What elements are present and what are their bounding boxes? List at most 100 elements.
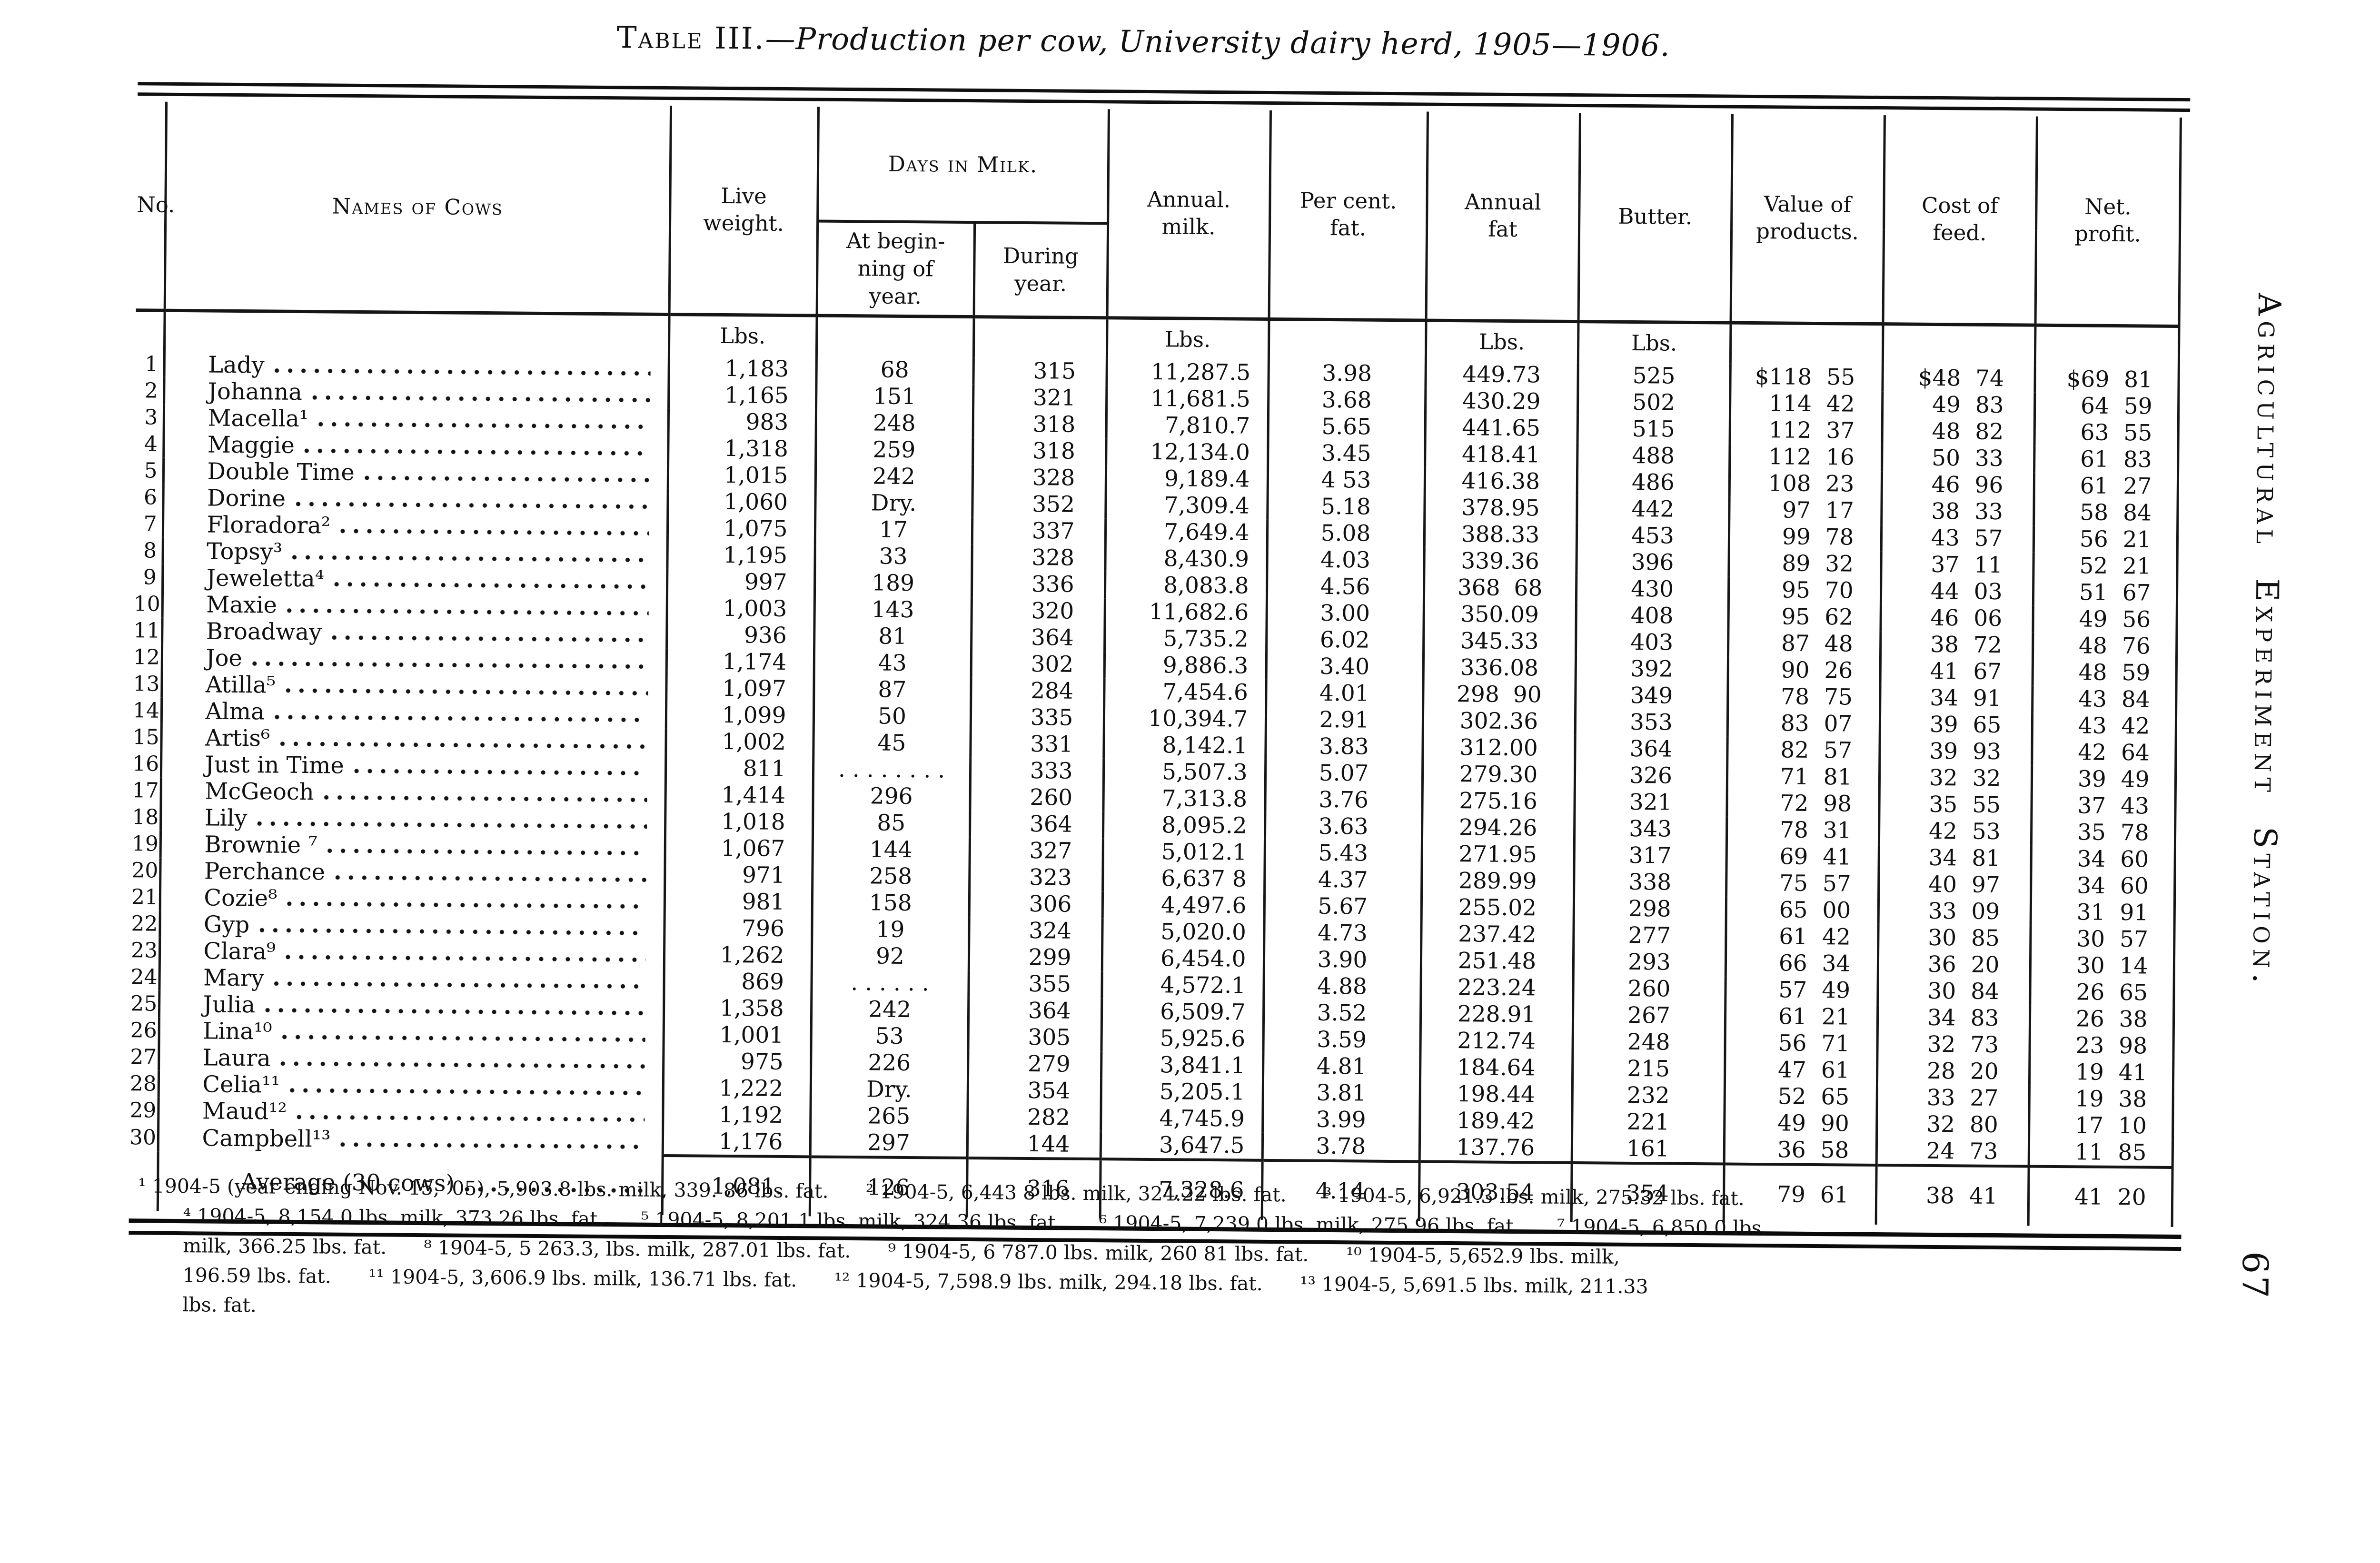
cell-name: Maggie <box>163 431 668 462</box>
cell-butter: 430 <box>1576 575 1729 603</box>
cow-name: Jeweletta⁴ <box>206 564 325 592</box>
dot-leader <box>291 554 649 564</box>
cell-pct: 6.02 <box>1266 626 1424 654</box>
cell-live: 1,192 <box>663 1101 811 1129</box>
cell-pct: 3.81 <box>1262 1079 1420 1108</box>
cell-name: Brownie ⁷ <box>160 831 665 861</box>
cell-during: 324 <box>969 917 1102 945</box>
cell-no: 19 <box>131 830 161 858</box>
cell-pct: 4.01 <box>1266 679 1423 708</box>
cell-during: 318 <box>972 437 1106 465</box>
cow-name: Cozie⁸ <box>204 884 278 912</box>
unit-live-weight: Lbs. <box>668 314 817 356</box>
cow-name: Perchance <box>204 857 326 885</box>
header-names: Names of Cows <box>164 101 671 315</box>
cell-profit: 61 27 <box>2033 472 2178 500</box>
dot-leader <box>311 395 650 404</box>
cow-name: Broadway <box>206 617 322 645</box>
cell-profit: 43 42 <box>2032 712 2176 740</box>
cell-begin: 45 <box>813 729 971 757</box>
cell-pct: 4.81 <box>1263 1052 1420 1081</box>
cell-value: 66 34 <box>1725 950 1878 978</box>
cell-during: 284 <box>971 677 1104 705</box>
cell-pct: 2.91 <box>1265 706 1423 734</box>
cell-cost: 32 73 <box>1877 1030 2030 1059</box>
cell-begin: 296 <box>813 782 970 811</box>
cell-milk: 5,205.1 <box>1101 1078 1263 1106</box>
cell-value: 87 48 <box>1728 630 1881 658</box>
cell-milk: 4,497.6 <box>1102 891 1265 920</box>
dot-leader <box>285 954 646 963</box>
cell-value: 36 58 <box>1724 1136 1877 1165</box>
cell-pct: 4.03 <box>1267 546 1424 574</box>
cell-cost: $48 74 <box>1882 364 2035 393</box>
cell-value: 95 70 <box>1728 576 1881 604</box>
cell-profit: 34 60 <box>2031 872 2175 900</box>
cell-name: Dorine <box>163 484 668 515</box>
cell-cost: 34 83 <box>1877 1004 2030 1032</box>
cell-pct: 5.18 <box>1267 493 1425 521</box>
cell-cost: 48 82 <box>1882 417 2034 446</box>
cell-fat: 289.99 <box>1421 867 1574 895</box>
cell-cost: 37 11 <box>1881 551 2033 579</box>
cell-live: 1,318 <box>668 435 816 463</box>
cell-profit: $69 81 <box>2034 366 2179 394</box>
cell-live: 1,002 <box>665 728 813 756</box>
margin-running-title: Agricultural Experiment Station. <box>2245 293 2288 989</box>
cow-name: Dorine <box>207 484 286 512</box>
cell-profit: 19 38 <box>2029 1085 2173 1113</box>
cell-begin: 50 <box>813 702 971 731</box>
cell-live: 1,176 <box>662 1128 811 1157</box>
cell-profit: 56 21 <box>2033 525 2178 554</box>
cell-milk: 6,509.7 <box>1101 998 1264 1026</box>
cell-cost: 43 57 <box>1881 524 2034 553</box>
unit-annual-fat: Lbs. <box>1425 320 1578 362</box>
unit-annual-milk: Lbs. <box>1106 317 1269 360</box>
cell-milk: 9,189.4 <box>1105 465 1268 493</box>
cell-cost: 30 84 <box>1877 977 2030 1006</box>
cell-name: Lina¹⁰ <box>159 1017 664 1048</box>
cell-butter: 525 <box>1577 362 1730 390</box>
cell-no: 1 <box>135 350 164 378</box>
cell-during: 279 <box>968 1050 1101 1078</box>
cell-during: 328 <box>972 544 1105 572</box>
cell-butter: 349 <box>1575 682 1728 710</box>
cell-fat: 275.16 <box>1422 787 1575 815</box>
cell-value: $118 55 <box>1730 363 1883 391</box>
cell-live: 981 <box>664 888 813 916</box>
header-per-cent-fat: Per cent. fat. <box>1269 110 1428 320</box>
cell-butter: 453 <box>1576 522 1729 550</box>
cow-name: Maud¹² <box>202 1097 288 1125</box>
cell-fat: 368 68 <box>1423 574 1577 602</box>
cell-live: 1,075 <box>667 514 815 543</box>
cell-fat: 350.09 <box>1423 601 1576 629</box>
cell-no: 17 <box>132 777 161 804</box>
cell-live: 1,099 <box>665 701 814 729</box>
header-annual-milk: Annual. milk. <box>1107 109 1270 319</box>
cell-pct: 3.83 <box>1265 732 1423 761</box>
cell-pct: 3.76 <box>1265 786 1422 814</box>
cell-during: 306 <box>969 890 1103 918</box>
cell-cost: 41 67 <box>1880 657 2033 686</box>
cell-fat: 418.41 <box>1425 441 1577 469</box>
cell-cost: 33 27 <box>1876 1084 2029 1112</box>
cell-name: Perchance <box>160 857 665 888</box>
cell-no: 14 <box>132 697 162 724</box>
cell-during: 144 <box>967 1130 1101 1159</box>
dot-leader <box>281 1034 645 1043</box>
cell-during: 299 <box>968 943 1102 971</box>
unit-butter: Lbs. <box>1577 321 1731 364</box>
cell-no: 3 <box>135 404 164 431</box>
cell-no: 23 <box>130 937 160 964</box>
cell-milk: 8,095.2 <box>1102 811 1265 840</box>
cell-pct: 3.63 <box>1264 812 1422 841</box>
dot-leader <box>317 421 650 430</box>
cell-pct: 3.52 <box>1263 999 1421 1028</box>
cow-name: Lina¹⁰ <box>203 1017 272 1045</box>
cell-no: 12 <box>133 643 162 671</box>
cell-during: 320 <box>971 597 1105 625</box>
header-annual-fat: Annual fat <box>1426 111 1580 322</box>
cell-milk: 3,647.5 <box>1100 1131 1263 1160</box>
cell-live: 1,414 <box>665 781 813 809</box>
